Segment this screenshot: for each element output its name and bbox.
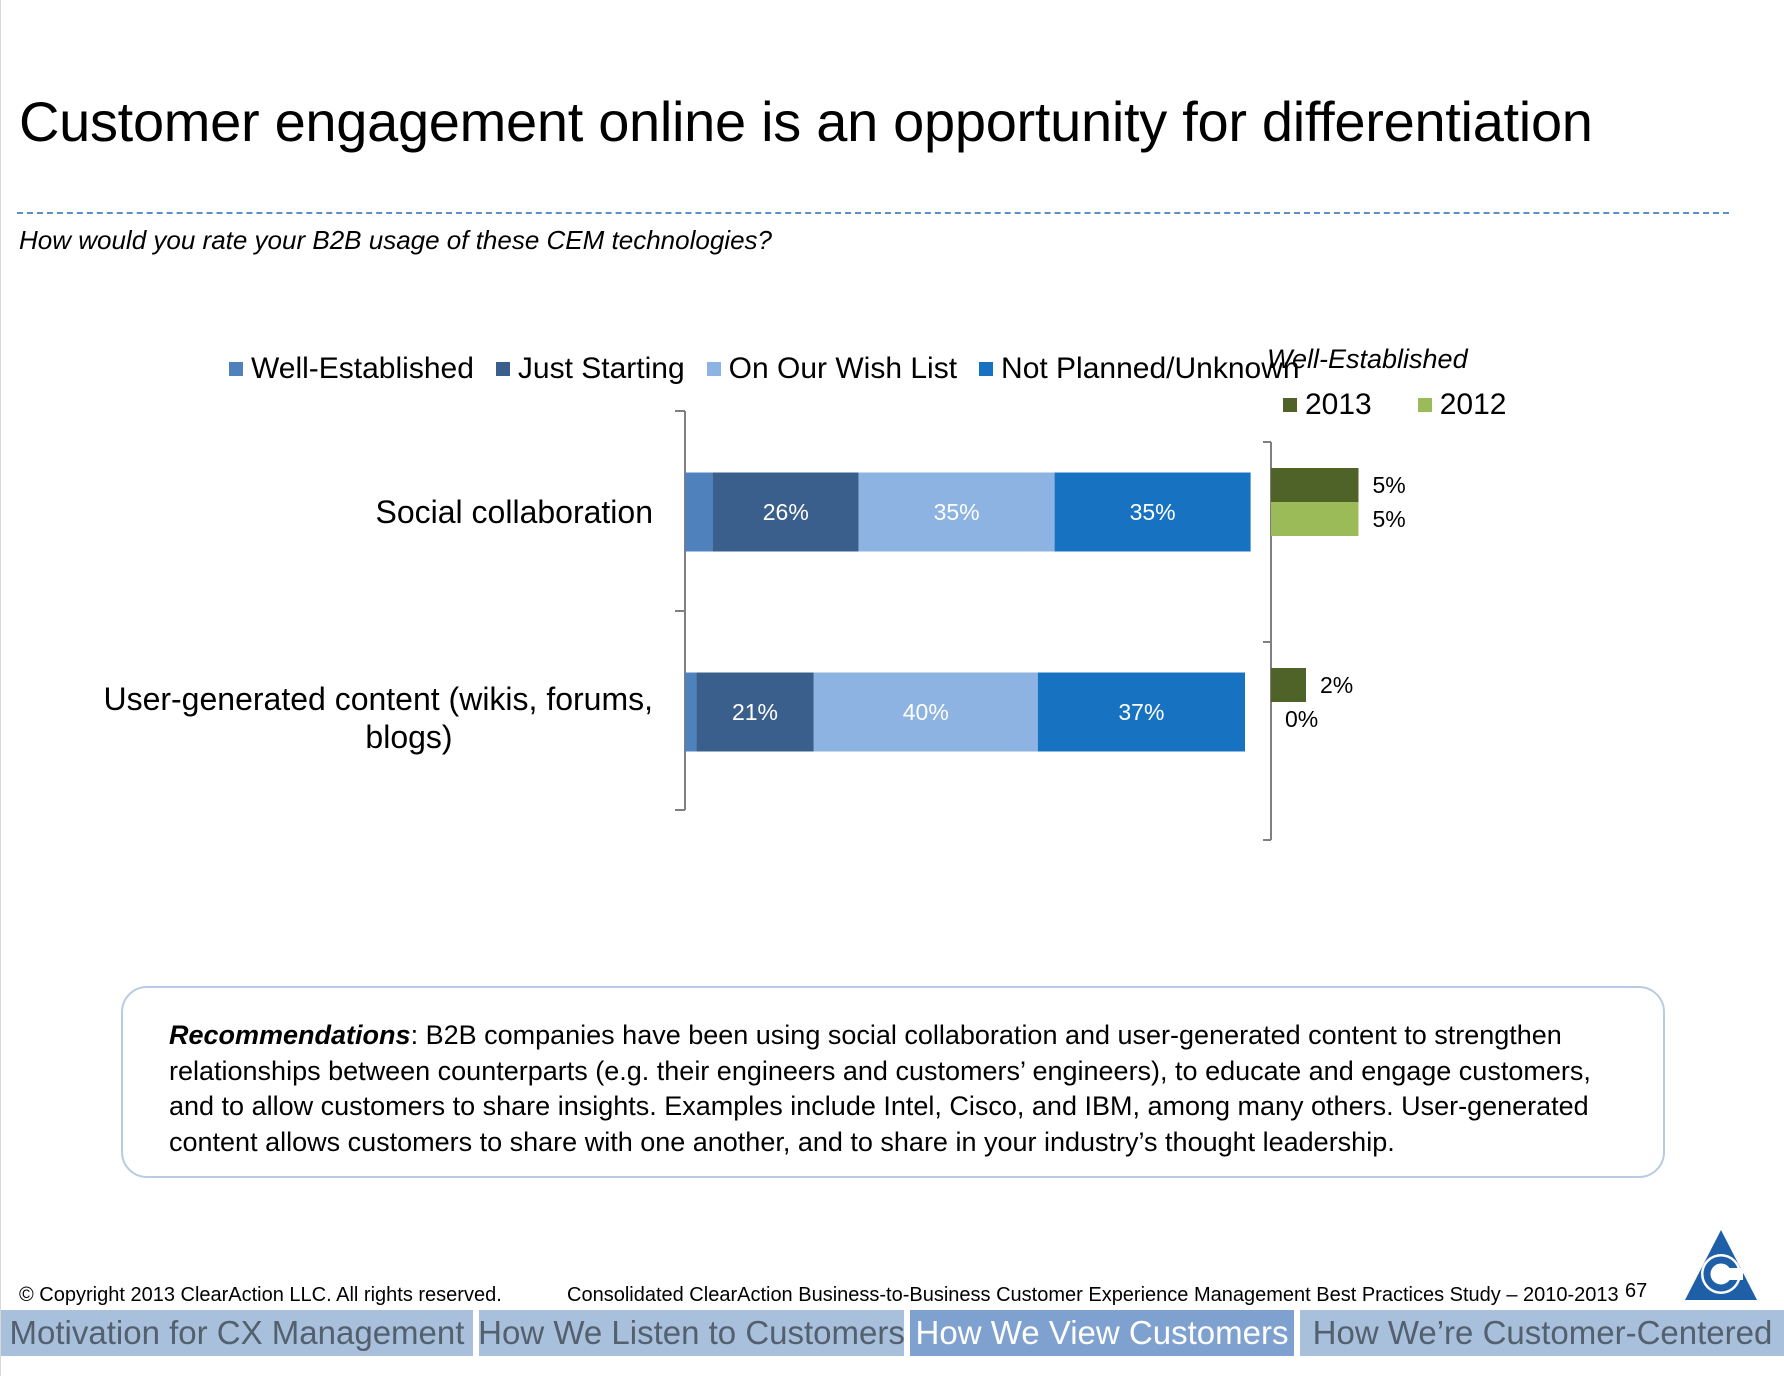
- right-chart-legend: 2013 2012: [1283, 388, 1553, 422]
- legend-item-2012: 2012: [1417, 388, 1507, 422]
- bar-value-label: 5%: [1373, 506, 1406, 532]
- legend-swatch-well-established: [229, 362, 243, 376]
- stacked-bar-chart: Social collaboration 26% 35% 35% User-genera…: [103, 410, 1251, 811]
- recommendations-text: : B2B companies have been using social c…: [169, 1020, 1591, 1157]
- recommendations-label: Recommendations: [169, 1020, 411, 1050]
- nav-tab-listen[interactable]: How We Listen to Customers: [478, 1310, 905, 1356]
- legend-item-wish-list: On Our Wish List: [706, 352, 958, 386]
- nav-tab-customer-centered[interactable]: How We’re Customer-Centered: [1300, 1310, 1784, 1356]
- bar-2012: [1271, 502, 1359, 536]
- well-established-comparison-chart: 5% 5% 2%0%: [1263, 441, 1406, 841]
- legend-item-well-established: Well-Established: [229, 352, 474, 386]
- bar-value-label: 40%: [903, 699, 949, 725]
- bar-segment-well-established: [685, 472, 713, 552]
- right-chart-title: Well-Established: [1267, 344, 1468, 374]
- bar-segment-just-starting: [696, 672, 814, 752]
- bar-value-label: 35%: [934, 499, 980, 525]
- bar-segment-on-our-wish-list: [858, 472, 1055, 552]
- legend-label: Well-Established: [251, 352, 474, 385]
- bar-2013: [1271, 668, 1306, 702]
- legend-swatch-2012: [1417, 398, 1432, 412]
- nav-tab-motivation[interactable]: Motivation for CX Management: [1, 1310, 473, 1356]
- bar-segment-just-starting: [713, 472, 859, 552]
- category-label-line: User-generated content (wikis, forums,: [103, 681, 653, 717]
- nav-tab-view[interactable]: How We View Customers: [910, 1310, 1294, 1356]
- bar-value-label: 5%: [1373, 472, 1406, 498]
- main-chart-legend: Well-Established Just Starting On Our Wi…: [229, 352, 1322, 386]
- recommendations-box: Recommendations: B2B companies have been…: [121, 986, 1665, 1178]
- page-title: Customer engagement online is an opportu…: [19, 90, 1593, 153]
- bar-value-label: 21%: [732, 699, 778, 725]
- bar-segment-on-our-wish-list: [813, 672, 1038, 752]
- legend-swatch-2013: [1283, 398, 1297, 412]
- bar-segment-well-established: [685, 672, 697, 752]
- legend-label: 2013: [1305, 388, 1372, 421]
- bar-segment-not-planned-unknown: [1054, 472, 1251, 552]
- legend-label: On Our Wish List: [728, 352, 958, 385]
- legend-label: Not Planned/Unknown: [1001, 352, 1300, 385]
- copyright-notice: © Copyright 2013 ClearAction LLC. All ri…: [19, 1284, 502, 1306]
- legend-label: 2012: [1439, 388, 1507, 421]
- legend-swatch-not-planned: [979, 362, 994, 376]
- bar-value-label: 35%: [1130, 499, 1176, 525]
- bar-value-label: 37%: [1118, 699, 1164, 725]
- bar-value-label: 0%: [1285, 706, 1318, 732]
- title-divider: [17, 212, 1729, 214]
- bar-value-label: 2%: [1320, 672, 1353, 698]
- clearaction-logo-icon: [1685, 1230, 1757, 1300]
- legend-item-not-planned: Not Planned/Unknown: [979, 352, 1300, 386]
- study-name: Consolidated ClearAction Business-to-Bus…: [567, 1284, 1619, 1306]
- bar-2013: [1271, 468, 1359, 502]
- legend-swatch-wish-list: [706, 362, 721, 376]
- bar-value-label: 26%: [763, 499, 809, 525]
- category-label: Social collaboration: [376, 494, 654, 530]
- section-nav: Motivation for CX Management How We List…: [1, 1310, 1784, 1356]
- legend-item-just-starting: Just Starting: [495, 352, 685, 386]
- legend-item-2013: 2013: [1283, 388, 1372, 422]
- legend-label: Just Starting: [517, 352, 685, 385]
- legend-swatch-just-starting: [495, 362, 510, 376]
- survey-question: How would you rate your B2B usage of the…: [19, 225, 772, 255]
- category-label-line: blogs): [365, 719, 452, 755]
- bar-segment-not-planned-unknown: [1037, 672, 1245, 752]
- category-label: User-generated content (wikis, forums, bl…: [103, 681, 653, 755]
- page-number: 67: [1625, 1280, 1648, 1302]
